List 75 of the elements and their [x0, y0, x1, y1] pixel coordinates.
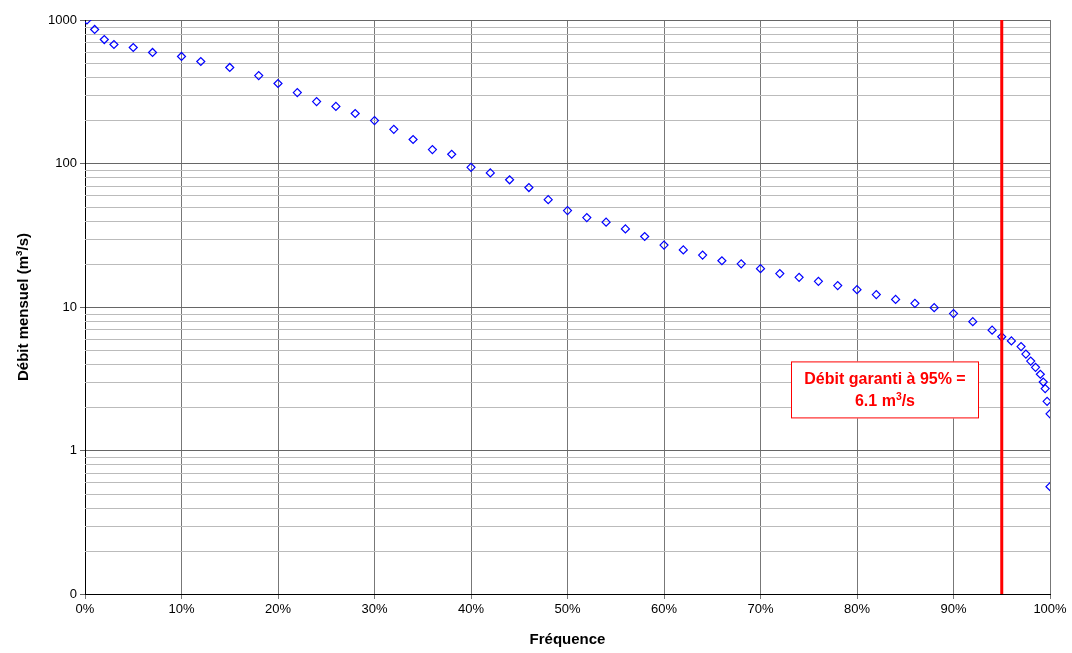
point: [350, 108, 360, 119]
x-axis-title: Fréquence: [529, 630, 606, 648]
y-tick-label: 1: [69, 442, 77, 458]
point: [369, 116, 380, 126]
point: [505, 175, 515, 185]
point: [466, 162, 476, 172]
x-tick-label: 10%: [168, 601, 195, 617]
point: [1042, 396, 1050, 406]
point: [109, 39, 119, 50]
point: [427, 144, 437, 155]
annotation: Débit garanti à 95% = 6.1 m$^{3}$/s: [791, 361, 979, 419]
point: [659, 240, 669, 250]
point: [698, 250, 708, 260]
point: [331, 101, 341, 111]
x-tick-label: 100%: [1033, 601, 1068, 617]
point: [582, 212, 592, 223]
y-tick-label: 1000: [48, 11, 77, 27]
x-tick-label: 60%: [650, 601, 678, 617]
point: [775, 268, 785, 279]
point: [485, 168, 495, 178]
point: [929, 303, 939, 313]
point: [176, 51, 187, 62]
y-tick-label: 10: [62, 298, 77, 314]
point: [968, 317, 978, 327]
point: [678, 245, 688, 255]
point: [196, 56, 206, 67]
point: [1026, 356, 1036, 366]
point: [794, 272, 804, 282]
point: [128, 42, 138, 53]
y-tick-label: 100: [55, 155, 77, 171]
x-tick-label: 0%: [75, 601, 95, 617]
x-tick-label: 20%: [264, 601, 292, 617]
point: [1035, 369, 1045, 379]
x-tick-label: 80%: [843, 601, 871, 617]
point: [225, 62, 235, 73]
point: [254, 70, 264, 81]
point: [736, 259, 746, 269]
point: [389, 124, 399, 134]
point: [755, 264, 766, 274]
point: [620, 224, 630, 234]
point: [1006, 336, 1016, 346]
point: [833, 280, 843, 291]
y-tick-label: 0: [69, 585, 77, 601]
point: [90, 24, 100, 35]
x-tick-label: 90%: [940, 601, 967, 617]
point: [408, 134, 418, 145]
point: [1021, 349, 1031, 359]
point: [273, 78, 283, 89]
x-tick-label: 30%: [361, 601, 388, 617]
point: [312, 97, 322, 107]
point: [852, 285, 862, 295]
point: [948, 308, 959, 319]
point: [717, 256, 727, 266]
point: [562, 205, 573, 216]
x-tick-label: 50%: [554, 601, 581, 617]
point: [891, 294, 901, 304]
point: [640, 231, 650, 242]
point: [987, 325, 997, 335]
point: [1030, 362, 1041, 372]
point: [99, 34, 109, 45]
point: [1038, 377, 1048, 387]
point: [1040, 384, 1050, 394]
x-tick-label: 70%: [747, 601, 774, 617]
point: [524, 182, 534, 193]
point: [997, 332, 1007, 342]
point: [543, 195, 553, 205]
x-tick-label: 40%: [457, 601, 485, 617]
point: [447, 149, 457, 159]
point: [1016, 341, 1026, 352]
point: [871, 290, 881, 300]
point: [292, 87, 302, 98]
point: [910, 298, 920, 308]
point: [601, 217, 611, 227]
point: [813, 276, 823, 286]
point: [147, 47, 158, 58]
